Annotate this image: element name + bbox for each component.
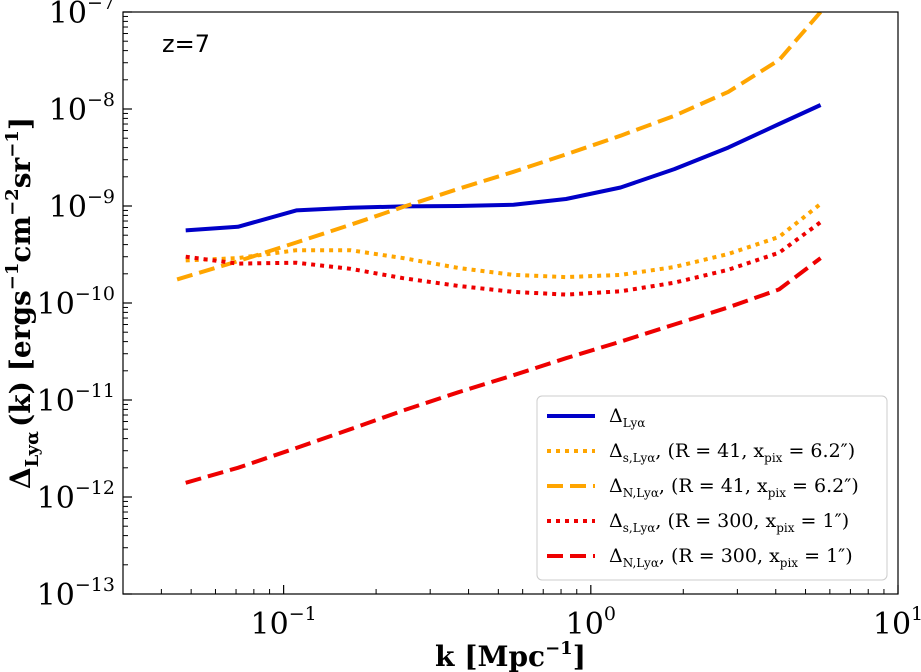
x-tick-label: 100 [566,603,616,642]
legend-label-1: Δs,Lyα, (R = 41, xpix = 6.2″) [609,440,855,465]
x-axis-label: k [Mpc−1] [435,638,586,672]
series-line-0 [185,103,822,233]
x-tick-label: 101 [873,603,921,642]
y-axis-label: ΔLyα(k) [ergs−1cm−2sr−1] [2,117,43,489]
legend-box [536,395,888,581]
y-tick-label: 10−11 [37,380,115,419]
series-line-3 [185,220,822,297]
labels-layer: z=7 k [Mpc−1] ΔLyα(k) [ergs−1cm−2sr−1] [2,30,586,672]
series-line-4 [185,256,822,485]
series-layer [176,12,823,485]
y-tick-label: 10−7 [49,0,115,31]
y-tick-label: 10−12 [37,477,115,516]
x-tick-label: 10−1 [251,603,317,642]
y-tick-label: 10−10 [37,283,115,322]
legend: ΔLyα Δs,Lyα, (R = 41, xpix = 6.2″) ΔN,Lyα,… [536,395,888,581]
legend-label-2: ΔN,Lyα, (R = 41, xpix = 6.2″) [609,475,859,500]
legend-label-3: Δs,Lyα, (R = 300, xpix = 1″) [609,510,849,535]
ticks-layer: 10−1 100 101 10−13 10−12 10−11 10−10 10−9 10−8 10… [37,0,921,642]
annotation-z: z=7 [162,30,210,58]
series-line-1 [185,202,822,280]
y-tick-label: 10−9 [49,186,115,225]
y-tick-label: 10−8 [49,89,115,128]
legend-label-4: ΔN,Lyα, (R = 300, xpix = 1″) [609,545,853,570]
legend-label-0: ΔLyα [609,405,645,430]
y-tick-label: 10−13 [37,574,115,613]
series-line-2 [176,12,823,282]
